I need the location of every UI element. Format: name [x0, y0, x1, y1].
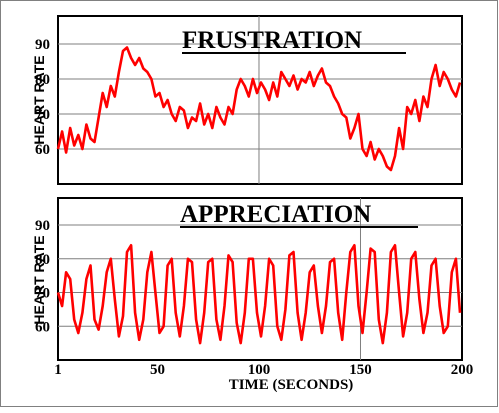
x-tick-1: 1	[54, 362, 62, 378]
appreciation-y-tick-90: 90	[35, 218, 50, 234]
x-tick-150: 150	[349, 362, 372, 378]
frustration-grid	[58, 16, 462, 184]
frustration-y-tick-90: 90	[35, 37, 50, 53]
x-tick-100: 100	[248, 362, 271, 378]
frustration-title: FRUSTRATION	[182, 27, 362, 54]
frustration-heart-rate-line	[56, 46, 462, 172]
appreciation-y-axis-title: HEART RATE	[31, 235, 47, 324]
appreciation-series	[56, 244, 462, 345]
frustration-y-tick-60: 60	[35, 142, 50, 158]
frustration-series	[56, 46, 462, 172]
x-tick-50: 50	[150, 362, 165, 378]
frustration-y-axis-title: HEART RATE	[31, 55, 47, 144]
appreciation-y-tick-labels: 60 70 80 90	[35, 218, 50, 335]
frustration-y-tick-80: 80	[35, 72, 50, 88]
appreciation-y-tick-60: 60	[35, 319, 50, 335]
frustration-y-tick-70: 70	[35, 107, 50, 123]
appreciation-heart-rate-line	[56, 244, 462, 345]
frustration-panel: FRUSTRATION HEART RATE 60 70 80 90	[31, 15, 463, 185]
appreciation-title: APPRECIATION	[180, 201, 371, 228]
time-x-tick-labels: 1 50 100 150 200	[54, 362, 473, 378]
appreciation-y-tick-70: 70	[35, 286, 50, 302]
frustration-y-tick-labels: 60 70 80 90	[35, 37, 50, 158]
time-x-axis-title: TIME (SECONDS)	[229, 377, 354, 393]
x-tick-200: 200	[451, 362, 474, 378]
appreciation-y-tick-80: 80	[35, 252, 50, 268]
